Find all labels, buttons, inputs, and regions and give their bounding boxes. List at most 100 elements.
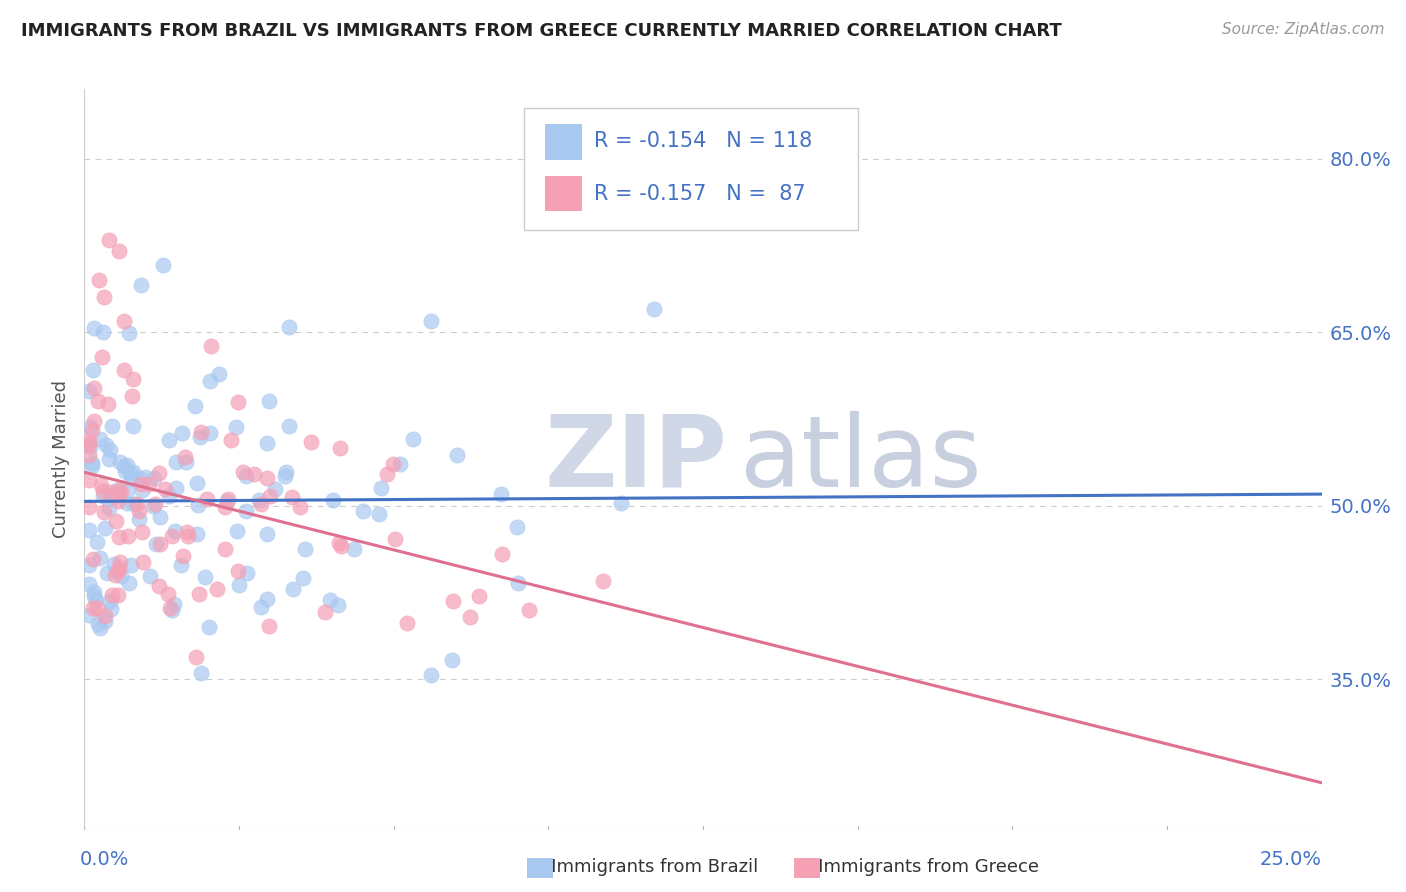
Point [122, 372, 145, 386]
Point [80, 423, 103, 437]
Point [86, 534, 108, 549]
Point [256, 592, 278, 607]
Point [186, 650, 208, 665]
Point [491, 547, 513, 561]
Point [277, 418, 299, 433]
Point [263, 483, 285, 497]
Point [277, 320, 299, 334]
Point [91, 483, 114, 498]
Point [108, 530, 131, 544]
Point [370, 481, 392, 495]
Point [114, 363, 136, 377]
Point [79, 500, 101, 514]
Point [388, 457, 411, 471]
Point [157, 489, 180, 503]
Point [107, 564, 129, 578]
Bar [544, 176, 582, 211]
Point [107, 588, 129, 602]
Point [82, 363, 104, 377]
Point [165, 455, 187, 469]
Point [122, 497, 145, 511]
Point [100, 602, 122, 616]
Point [142, 500, 165, 514]
Point [118, 575, 141, 590]
Point [214, 541, 236, 556]
Text: R = -0.154   N = 118: R = -0.154 N = 118 [595, 131, 813, 151]
Point [112, 313, 135, 327]
Point [145, 537, 167, 551]
Point [143, 471, 166, 485]
Point [96, 566, 118, 580]
Point [299, 435, 322, 450]
Point [225, 524, 247, 538]
Point [131, 525, 153, 540]
Point [190, 665, 212, 680]
Point [243, 467, 266, 482]
Point [441, 594, 464, 608]
Point [110, 485, 132, 500]
Point [83, 320, 105, 334]
Bar [544, 124, 582, 160]
Point [131, 483, 153, 497]
Point [152, 258, 174, 272]
Point [89, 273, 111, 287]
Point [83, 414, 105, 428]
Point [368, 507, 391, 521]
Text: IMMIGRANTS FROM BRAZIL VS IMMIGRANTS FROM GREECE CURRENTLY MARRIED CORRELATION C: IMMIGRANTS FROM BRAZIL VS IMMIGRANTS FRO… [21, 22, 1062, 40]
Point [165, 524, 187, 538]
Point [120, 466, 142, 480]
Point [93, 505, 115, 519]
Point [110, 555, 132, 569]
Point [82, 601, 104, 615]
Point [197, 619, 219, 633]
Point [132, 555, 155, 569]
Point [98, 442, 121, 457]
Point [128, 504, 150, 518]
Point [115, 458, 138, 473]
Point [208, 367, 231, 381]
Point [274, 465, 297, 479]
Point [101, 588, 124, 602]
Point [200, 339, 222, 353]
Point [250, 497, 273, 511]
Point [98, 452, 121, 467]
Point [79, 419, 101, 434]
Point [228, 564, 250, 578]
Point [108, 244, 131, 259]
Text: 0.0%: 0.0% [79, 850, 129, 870]
Point [259, 489, 281, 503]
Point [186, 475, 208, 490]
Point [458, 610, 481, 624]
Point [402, 432, 425, 446]
Point [319, 592, 342, 607]
Point [172, 425, 194, 440]
Point [228, 395, 250, 409]
Point [115, 484, 138, 499]
Point [112, 458, 135, 473]
Point [256, 526, 278, 541]
Point [79, 524, 101, 538]
Point [288, 500, 311, 514]
Point [174, 450, 197, 464]
Point [84, 593, 107, 607]
Point [94, 438, 117, 452]
Point [108, 561, 131, 575]
Point [110, 568, 132, 582]
Point [79, 440, 101, 454]
Text: ZIP: ZIP [546, 411, 728, 508]
Point [148, 579, 170, 593]
Point [82, 552, 104, 566]
Point [105, 514, 128, 528]
Point [228, 578, 250, 592]
Point [291, 571, 314, 585]
Point [329, 441, 352, 455]
Point [274, 468, 297, 483]
Point [145, 497, 167, 511]
Point [188, 587, 211, 601]
Point [149, 510, 172, 524]
Point [79, 384, 101, 399]
Point [101, 491, 124, 505]
Point [215, 493, 238, 508]
Point [91, 325, 114, 339]
Point [328, 535, 350, 549]
